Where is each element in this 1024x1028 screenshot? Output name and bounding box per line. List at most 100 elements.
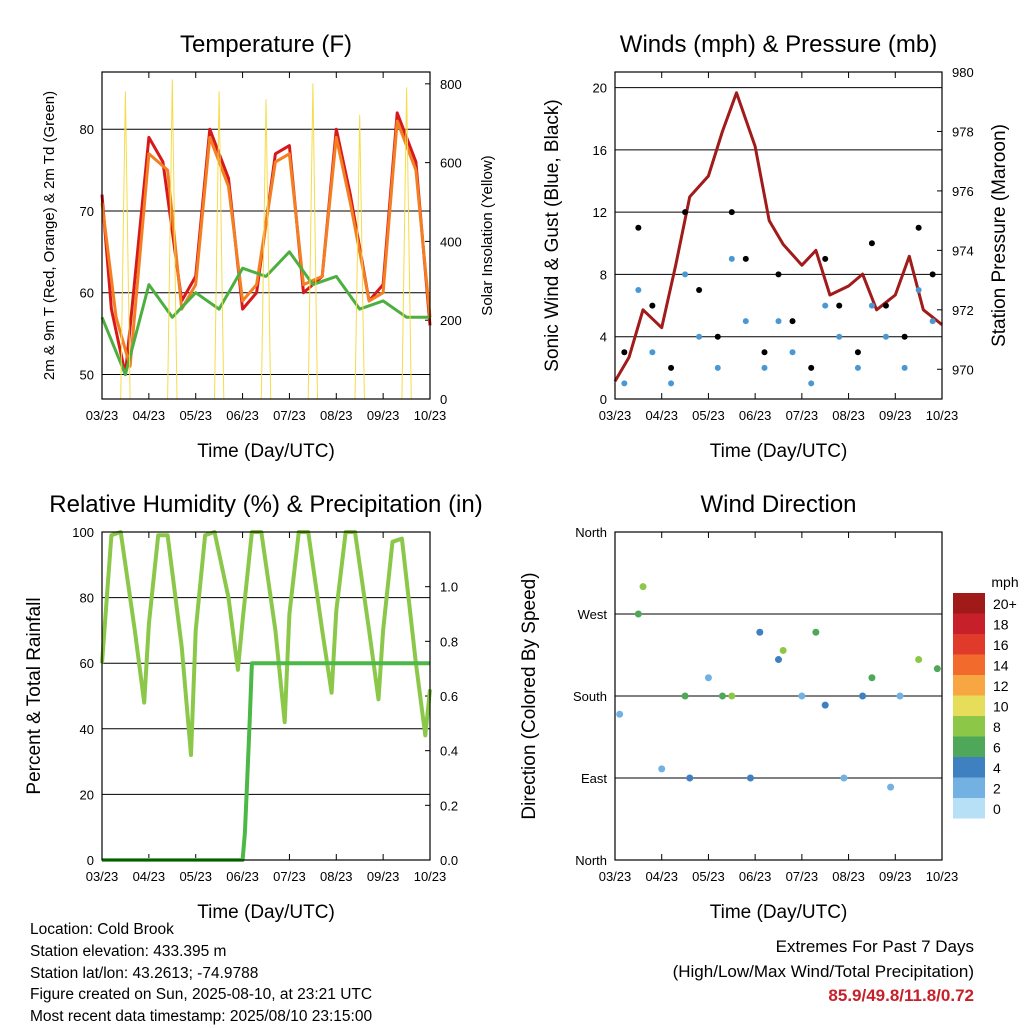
x-tick-label: 04/23 [645, 869, 678, 884]
legend-label: 20+ [993, 596, 1017, 612]
data-point [882, 302, 889, 309]
x-tick-label: 09/23 [367, 869, 400, 884]
y2-axis-label: Solar Insolation (Yellow) [479, 155, 496, 315]
plot-series [616, 583, 941, 791]
data-point [775, 271, 782, 278]
y2-tick-label: 200 [440, 313, 462, 328]
x-axis-label: Time (Day/UTC) [710, 441, 848, 462]
direction-point [718, 692, 726, 700]
y-axis-label: 2m & 9m T (Red, Orange) & 2m Td (Green) [41, 91, 58, 380]
data-point [929, 318, 936, 325]
x-tick-label: 09/23 [879, 869, 912, 884]
latlon-text: Station lat/lon: 43.2613; -74.9788 [30, 964, 259, 982]
y-tick-label: 8 [600, 267, 607, 282]
y2-tick-label: 972 [952, 303, 974, 318]
extremes-values: 85.9/49.8/11.8/0.72 [828, 986, 974, 1005]
y-tick-label: 16 [593, 143, 607, 158]
data-point [696, 333, 703, 340]
plot-series [100, 79, 432, 400]
y-axis-label: Direction (Colored By Speed) [519, 572, 540, 819]
y-tick-label: 80 [80, 591, 94, 606]
x-tick-label: 08/23 [832, 408, 865, 423]
direction-point [686, 774, 694, 782]
extremes-info: Extremes For Past 7 Days (High/Low/Max W… [673, 935, 974, 1009]
y-tick-label: West [578, 607, 608, 622]
direction-point [634, 610, 642, 618]
series-line [100, 111, 432, 376]
legend-swatch [953, 798, 985, 819]
y-tick-label: 0 [600, 392, 607, 407]
legend-swatch [953, 613, 985, 634]
data-point [901, 364, 908, 371]
legend-swatch [953, 716, 985, 737]
data-point [649, 302, 656, 309]
y2-tick-label: 0.8 [440, 634, 458, 649]
data-point [808, 380, 815, 387]
y2-tick-label: 800 [440, 77, 462, 92]
data-point [649, 349, 656, 356]
location-text: Location: Cold Brook [30, 921, 174, 938]
chart-title: Relative Humidity (%) & Precipitation (i… [49, 491, 482, 518]
legend-swatch [953, 634, 985, 655]
direction-point [859, 692, 867, 700]
y-tick-label: 60 [80, 286, 94, 301]
legend-swatch [953, 777, 985, 798]
direction-point [798, 692, 806, 700]
y2-tick-label: 600 [440, 156, 462, 171]
data-point [714, 333, 721, 340]
data-point [915, 287, 922, 293]
x-axis-label: Time (Day/UTC) [710, 902, 848, 923]
y2-tick-label: 974 [952, 243, 974, 258]
direction-point [840, 774, 848, 782]
data-point [668, 380, 675, 387]
y-tick-label: 60 [80, 656, 94, 671]
direction-point [639, 583, 647, 591]
data-point [761, 349, 768, 356]
legend-label: 4 [993, 760, 1001, 776]
x-tick-label: 06/23 [739, 869, 772, 884]
direction-point [616, 710, 624, 718]
legend-label: 12 [993, 678, 1009, 694]
direction-point [775, 656, 782, 664]
data-point [789, 318, 796, 325]
y2-tick-label: 970 [952, 362, 974, 377]
y2-tick-label: 0.0 [440, 853, 458, 868]
direction-point [933, 665, 941, 673]
data-point [621, 349, 628, 356]
recent-data-text: Most recent data timestamp: 2025/08/10 2… [30, 1008, 373, 1026]
x-tick-label: 03/23 [86, 869, 119, 884]
x-tick-label: 04/23 [133, 869, 166, 884]
legend-label: 10 [993, 699, 1009, 715]
chart-title: Winds (mph) & Pressure (mb) [620, 31, 937, 58]
y2-tick-label: 978 [952, 124, 974, 139]
data-point [836, 333, 843, 340]
direction-point [915, 656, 923, 664]
x-tick-label: 08/23 [832, 869, 865, 884]
direction-point [681, 692, 689, 700]
plot-frame [101, 531, 431, 861]
x-tick-label: 10/23 [926, 408, 959, 423]
direction-point [704, 674, 712, 682]
x-tick-label: 07/23 [786, 869, 819, 884]
y-tick-label: 0 [87, 853, 94, 868]
x-tick-label: 03/23 [599, 408, 632, 423]
y-tick-label: 70 [80, 204, 94, 219]
data-point [742, 318, 749, 325]
x-tick-label: 09/23 [879, 408, 912, 423]
data-point [868, 302, 875, 309]
y-tick-label: 4 [600, 330, 607, 345]
created-text: Figure created on Sun, 2025-08-10, at 23… [30, 986, 373, 1004]
y2-tick-label: 1.0 [440, 580, 458, 595]
x-tick-label: 05/23 [179, 869, 212, 884]
data-point [822, 255, 829, 262]
direction-point [812, 628, 820, 636]
y-axis-label: Sonic Wind & Gust (Blue, Black) [542, 99, 563, 371]
data-point [854, 364, 861, 371]
data-point [789, 349, 796, 356]
extremes-title: Extremes For Past 7 Days [775, 937, 974, 956]
plot-series [613, 91, 943, 387]
data-point [728, 255, 735, 262]
data-point [836, 302, 843, 309]
data-point [901, 333, 908, 340]
data-point [635, 287, 642, 293]
